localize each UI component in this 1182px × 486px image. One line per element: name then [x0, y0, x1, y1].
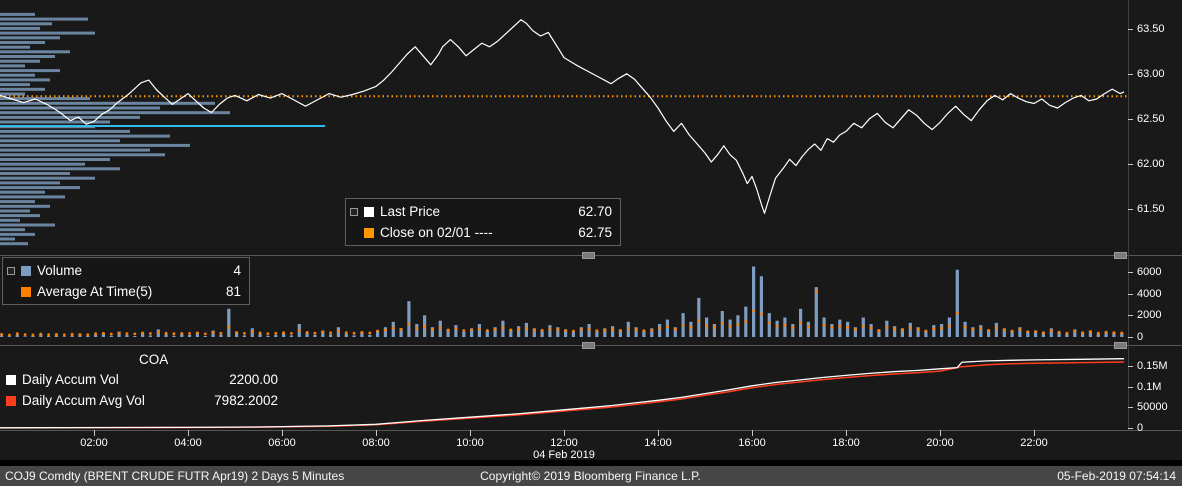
y-axis-label: 6000: [1137, 265, 1162, 278]
volume-swatch-icon: [21, 265, 31, 276]
y-axis-label: 0.15M: [1137, 359, 1168, 372]
x-axis-label: 02:00: [80, 437, 108, 449]
accum-chart-canvas[interactable]: [0, 346, 1128, 430]
volume-legend-box[interactable]: Volume 4 Average At Time(5) 81: [2, 257, 250, 305]
x-axis-date-label: 04 Feb 2019: [533, 449, 595, 461]
panel-resize-handle[interactable]: [1114, 252, 1127, 259]
accum-legend-box[interactable]: COA Daily Accum Vol 2200.00 Daily Accum …: [2, 350, 286, 413]
x-axis-label: 18:00: [832, 437, 860, 449]
close-line-row: Close on 02/01 ---- 62.75: [350, 222, 612, 243]
volume-value: 4: [233, 263, 241, 278]
last-price-swatch-icon: [364, 206, 374, 217]
volume-chart-canvas[interactable]: [0, 256, 1128, 345]
x-axis-label: 10:00: [456, 437, 484, 449]
x-axis-label: 08:00: [362, 437, 390, 449]
panel-resize-handle[interactable]: [1114, 342, 1127, 349]
y-axis-label: 61.50: [1137, 202, 1165, 215]
y-axis-line: [1128, 0, 1129, 430]
y-axis-label: 63.50: [1137, 22, 1165, 35]
avg-at-time-value: 81: [225, 284, 241, 299]
daily-accum-avg-vol-row: Daily Accum Avg Vol 7982.2002: [6, 390, 278, 411]
status-bar: COJ9 Comdty (BRENT CRUDE FUTR Apr19) 2 D…: [0, 466, 1182, 486]
close-line-label: Close on 02/01 ----: [380, 225, 493, 240]
copyright-text: Copyright© 2019 Bloomberg Finance L.P.: [480, 469, 701, 483]
daily-accum-avg-vol-label: Daily Accum Avg Vol: [22, 393, 145, 408]
panel-resize-handle[interactable]: [582, 342, 595, 349]
y-axis-label: 2000: [1137, 309, 1162, 322]
volume-row: Volume 4: [7, 260, 241, 281]
y-axis-label: 0.1M: [1137, 380, 1162, 393]
avg-at-time-swatch-icon: [21, 286, 31, 297]
daily-accum-avg-vol-swatch-icon: [6, 395, 16, 406]
y-axis-label: 50000: [1137, 401, 1168, 414]
x-axis-label: 14:00: [644, 437, 672, 449]
avg-at-time-label: Average At Time(5): [37, 284, 153, 299]
chart-region: 63.50 63.00 62.50 62.00 61.50 6000 4000 2000 0 0.…: [0, 0, 1182, 461]
y-axis-label: 0: [1137, 331, 1144, 343]
x-axis-label: 12:00: [550, 437, 578, 449]
last-price-value: 62.70: [578, 204, 612, 219]
close-line-value: 62.75: [578, 225, 612, 240]
price-legend-box[interactable]: Last Price 62.70 Close on 02/01 ---- 62.…: [345, 198, 621, 246]
x-axis-label: 20:00: [926, 437, 954, 449]
x-axis-label: 22:00: [1020, 437, 1048, 449]
last-price-label: Last Price: [380, 204, 441, 219]
close-line-swatch-icon: [364, 227, 374, 238]
price-chart-canvas[interactable]: [0, 0, 1128, 255]
y-axis-label: 4000: [1137, 287, 1162, 300]
x-axis-label: 06:00: [268, 437, 296, 449]
volume-label: Volume: [37, 263, 83, 278]
panel-resize-handle[interactable]: [582, 252, 595, 259]
coa-title: COA: [139, 352, 169, 367]
daily-accum-vol-swatch-icon: [6, 374, 16, 385]
x-axis-label: 04:00: [174, 437, 202, 449]
y-axis-label: 0: [1137, 422, 1144, 434]
y-axis-label: 62.00: [1137, 157, 1165, 170]
legend-drag-icon[interactable]: [350, 207, 358, 216]
daily-accum-vol-row: Daily Accum Vol 2200.00: [6, 369, 278, 390]
avg-at-time-row: Average At Time(5) 81: [7, 281, 241, 302]
y-axis-label: 62.50: [1137, 112, 1165, 125]
x-axis-line: [0, 430, 1182, 431]
legend-drag-icon[interactable]: [7, 266, 15, 275]
y-axis-label: 63.00: [1137, 67, 1165, 80]
daily-accum-vol-value: 2200.00: [229, 372, 278, 387]
x-axis-label: 16:00: [738, 437, 766, 449]
daily-accum-vol-label: Daily Accum Vol: [22, 372, 119, 387]
daily-accum-avg-vol-value: 7982.2002: [214, 393, 278, 408]
last-price-row: Last Price 62.70: [350, 201, 612, 222]
terminal-clock: 05-Feb-2019 07:54:14: [1057, 469, 1177, 483]
security-description: COJ9 Comdty (BRENT CRUDE FUTR Apr19) 2 D…: [5, 469, 345, 483]
